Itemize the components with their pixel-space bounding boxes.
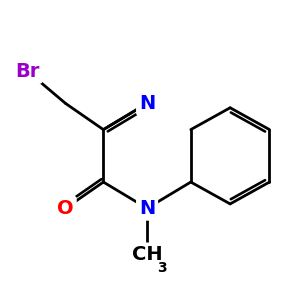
Text: 3: 3: [157, 261, 167, 275]
Text: O: O: [57, 199, 74, 218]
Text: CH: CH: [132, 245, 162, 264]
Text: N: N: [139, 199, 155, 218]
Text: Br: Br: [15, 62, 40, 81]
Text: N: N: [139, 94, 155, 113]
